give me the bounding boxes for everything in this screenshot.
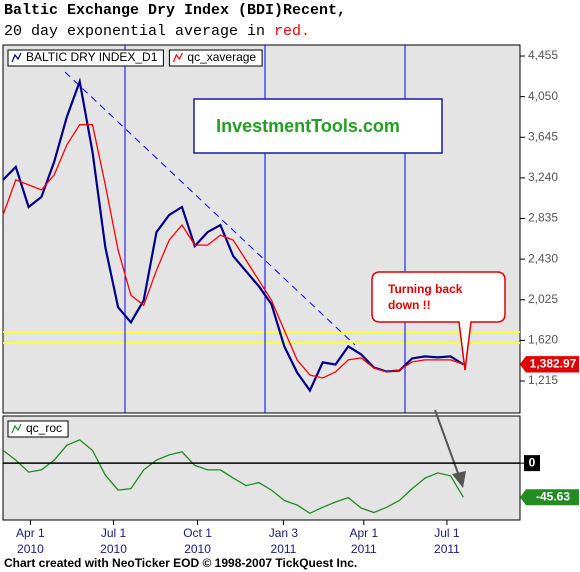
value-label-box <box>520 356 579 373</box>
trend-line <box>64 71 356 346</box>
watermark-box <box>193 98 443 154</box>
y-tick-label: 2,025 <box>528 292 558 306</box>
series-line <box>2 439 464 515</box>
y-tick-label: 2,430 <box>528 251 558 265</box>
x-tick-label: Apr 1 <box>349 526 378 540</box>
legend-box <box>7 49 164 67</box>
annotation: Turning back <box>388 282 463 296</box>
y-tick-label: 3,645 <box>528 129 558 143</box>
footer: Chart created with NeoTicker EOD © 1998-… <box>4 556 357 570</box>
x-tick-label: 2011 <box>351 542 377 556</box>
x-tick-label: Jul 1 <box>434 526 460 540</box>
x-tick-label: 2011 <box>271 542 297 556</box>
annotation: down !! <box>388 298 431 312</box>
value-label: 1,382.97 <box>530 356 577 370</box>
y-tick-box <box>524 455 540 472</box>
subtitle-text: 20 day exponential average in <box>4 23 274 40</box>
x-tick-label: Jan 3 <box>269 526 299 540</box>
y-tick-label: 1,215 <box>528 373 558 387</box>
legend-icon <box>172 52 183 63</box>
chart-title: Baltic Exchange Dry Index (BDI)Recent, <box>4 2 346 19</box>
x-tick-label: Oct 1 <box>183 526 212 540</box>
series-line <box>2 124 464 379</box>
legend-box <box>168 49 263 67</box>
legend-icon <box>11 52 22 63</box>
legend-label: BALTIC DRY INDEX_D1 <box>26 50 158 64</box>
arrow-head <box>452 471 466 488</box>
value-label-box <box>520 489 579 506</box>
x-tick-label: 2010 <box>184 542 211 556</box>
chart-subtitle: 20 day exponential average in red. <box>4 23 310 40</box>
y-tick-label: 1,620 <box>528 333 558 347</box>
legend-item: BALTIC DRY INDEX_D1 <box>7 49 164 67</box>
x-tick-label: 2010 <box>100 542 127 556</box>
y-tick-label: 2,835 <box>528 211 558 225</box>
legend-item: qc_roc <box>7 420 69 438</box>
roc-panel <box>2 415 521 521</box>
watermark: InvestmentTools.com <box>216 116 400 136</box>
legend-box <box>7 420 69 438</box>
x-tick-label: 2011 <box>434 542 460 556</box>
x-tick-label: Jul 1 <box>101 526 127 540</box>
arrow <box>434 409 460 477</box>
legend-item: qc_xaverage <box>168 49 263 67</box>
plot-area <box>2 77 464 515</box>
legend-icon <box>11 423 22 434</box>
x-tick-label: 2010 <box>17 542 44 556</box>
callout-box <box>371 271 506 371</box>
legend-label: qc_xaverage <box>187 50 256 64</box>
x-tick-label: Apr 1 <box>16 526 45 540</box>
y-tick-label: 3,240 <box>528 170 558 184</box>
y-tick-label: 4,050 <box>528 89 558 103</box>
y-tick-label: 0 <box>529 455 536 469</box>
y-tick-label: 4,455 <box>528 48 558 62</box>
subtitle-highlight: red. <box>274 23 310 40</box>
legend-label: qc_roc <box>26 421 62 435</box>
value-label: -45.63 <box>536 489 570 503</box>
